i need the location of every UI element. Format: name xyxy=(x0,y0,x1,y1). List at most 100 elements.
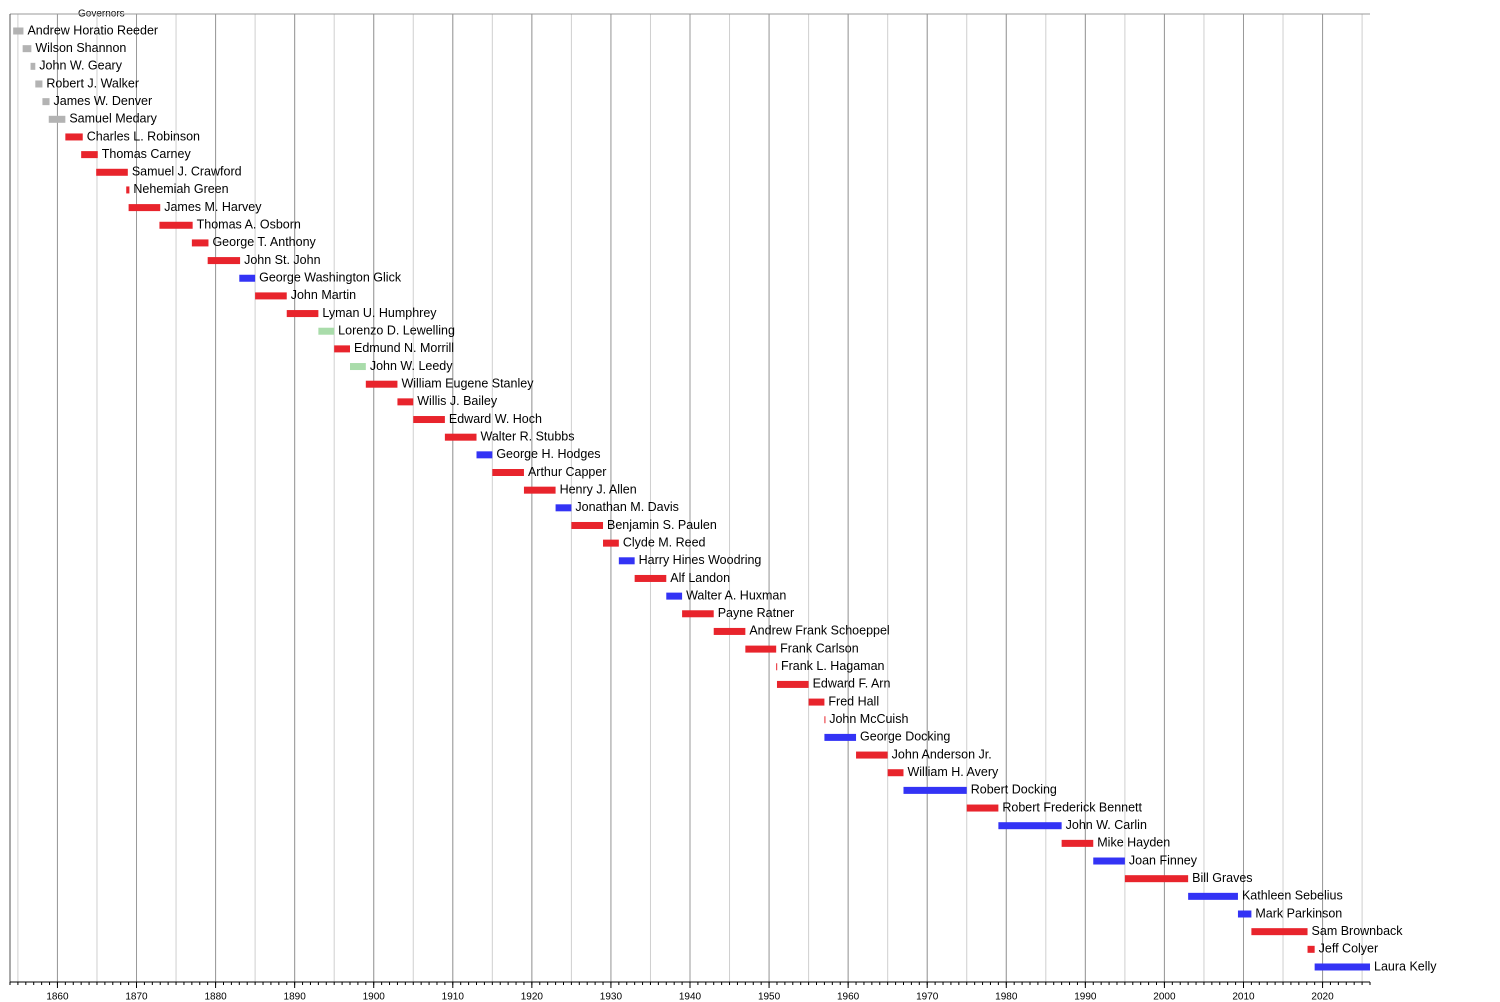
term-bar xyxy=(413,416,445,424)
term-bar xyxy=(239,274,256,282)
term-bar xyxy=(42,98,50,106)
term-bar xyxy=(207,257,241,265)
governor-label: Benjamin S. Paulen xyxy=(607,518,717,532)
x-tick-label: 1930 xyxy=(600,992,623,1002)
term-bar xyxy=(1188,892,1238,900)
governor-label: Willis J. Bailey xyxy=(417,394,498,408)
governor-label: James W. Denver xyxy=(54,94,153,108)
governor-label: John Martin xyxy=(291,288,356,302)
term-bar xyxy=(191,239,209,247)
term-bar xyxy=(634,574,667,582)
x-tick-label: 1980 xyxy=(995,992,1018,1002)
x-tick-label: 1940 xyxy=(679,992,702,1002)
term-bar xyxy=(998,822,1062,830)
x-tick-label: 1890 xyxy=(284,992,307,1002)
governor-label: Arthur Capper xyxy=(528,465,607,479)
term-bar xyxy=(1237,910,1252,918)
governor-label: Walter R. Stubbs xyxy=(481,429,575,443)
x-tick-label: 1960 xyxy=(837,992,860,1002)
x-tick-label: 2010 xyxy=(1232,992,1255,1002)
term-bar xyxy=(903,786,967,794)
term-bar xyxy=(96,168,128,176)
term-bar xyxy=(318,327,335,335)
governor-label: Robert J. Walker xyxy=(46,76,139,90)
term-bar xyxy=(1061,839,1094,847)
x-tick-label: 1950 xyxy=(758,992,781,1002)
x-tick-label: 1870 xyxy=(125,992,148,1002)
term-bar xyxy=(334,345,350,353)
term-bar xyxy=(776,663,778,671)
governor-label: Andrew Horatio Reeder xyxy=(27,23,158,37)
term-bar xyxy=(1307,945,1315,953)
term-bar xyxy=(350,363,366,371)
governor-label: Thomas Carney xyxy=(102,147,192,161)
term-bar xyxy=(126,186,130,194)
term-bar xyxy=(1251,928,1308,936)
governor-label: John St. John xyxy=(244,253,320,267)
governor-label: Edward W. Hoch xyxy=(449,412,542,426)
governor-label: Thomas A. Osborn xyxy=(197,218,301,232)
governor-label: Jonathan M. Davis xyxy=(575,500,679,514)
governor-label: Walter A. Huxman xyxy=(686,588,786,602)
term-bar xyxy=(48,115,66,123)
term-bar xyxy=(1093,857,1125,865)
term-bar xyxy=(128,204,161,212)
term-bar xyxy=(745,645,777,653)
governor-label: Laura Kelly xyxy=(1374,959,1437,973)
governor-label: Alf Landon xyxy=(670,571,730,585)
governor-label: Wilson Shannon xyxy=(35,41,126,55)
term-bar xyxy=(856,751,888,759)
term-bar xyxy=(1314,963,1370,971)
term-bar xyxy=(65,133,83,141)
term-bar xyxy=(81,151,98,159)
governor-label: Lyman U. Humphrey xyxy=(322,306,437,320)
governor-label: Samuel Medary xyxy=(69,112,157,126)
governor-label: Nehemiah Green xyxy=(133,182,228,196)
term-bar xyxy=(35,80,43,88)
term-bar xyxy=(666,592,683,600)
term-bar xyxy=(255,292,287,300)
governor-label: Sam Brownback xyxy=(1312,924,1404,938)
governor-label: John McCuish xyxy=(829,712,908,726)
governor-label: Payne Ratner xyxy=(718,606,794,620)
governor-label: Charles L. Robinson xyxy=(87,129,200,143)
governor-label: Harry Hines Woodring xyxy=(639,553,762,567)
governor-label: Lorenzo D. Lewelling xyxy=(338,324,455,338)
governor-label: Joan Finney xyxy=(1129,853,1198,867)
governor-label: Andrew Frank Schoeppel xyxy=(749,624,889,638)
x-tick-label: 2000 xyxy=(1153,992,1176,1002)
term-bar xyxy=(808,698,825,706)
term-bar xyxy=(824,733,857,741)
governor-label: William H. Avery xyxy=(907,765,999,779)
governor-label: George Washington Glick xyxy=(259,271,402,285)
governor-label: John W. Carlin xyxy=(1066,818,1147,832)
x-tick-label: 2020 xyxy=(1311,992,1334,1002)
governor-label: George Docking xyxy=(860,730,950,744)
term-bar xyxy=(30,62,36,70)
governor-label: Edward F. Arn xyxy=(813,677,891,691)
x-tick-label: 1970 xyxy=(916,992,939,1002)
governor-label: Robert Frederick Bennett xyxy=(1002,800,1142,814)
x-tick-label: 1880 xyxy=(204,992,227,1002)
governor-label: William Eugene Stanley xyxy=(401,376,534,390)
x-tick-label: 1990 xyxy=(1074,992,1097,1002)
governor-label: Frank L. Hagaman xyxy=(781,659,885,673)
x-tick-label: 1860 xyxy=(46,992,69,1002)
governor-label: Jeff Colyer xyxy=(1319,942,1379,956)
term-bar xyxy=(1124,875,1189,883)
term-bar xyxy=(618,557,635,565)
term-bar xyxy=(887,769,904,777)
term-bar xyxy=(492,469,524,476)
governor-label: Mike Hayden xyxy=(1097,836,1170,850)
x-tick-label: 1910 xyxy=(442,992,465,1002)
governor-label: James M. Harvey xyxy=(164,200,262,214)
governor-label: John Anderson Jr. xyxy=(892,747,992,761)
term-bar xyxy=(571,521,604,529)
governor-label: Robert Docking xyxy=(971,783,1057,797)
term-bar xyxy=(713,627,746,635)
governor-label: Henry J. Allen xyxy=(560,482,637,496)
term-bar xyxy=(13,27,24,35)
x-tick-label: 1920 xyxy=(521,992,544,1002)
